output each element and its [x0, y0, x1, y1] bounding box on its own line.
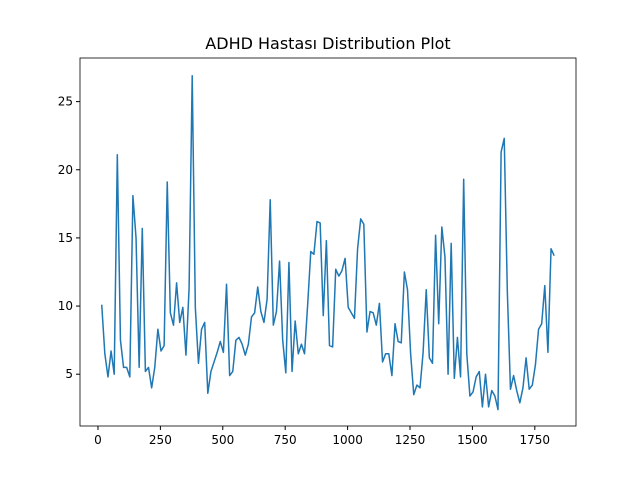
x-tick-label: 750 [274, 433, 297, 447]
y-tick-label: 5 [65, 367, 73, 381]
x-tick-label: 500 [211, 433, 234, 447]
data-line [100, 74, 555, 411]
x-tick-label: 1500 [457, 433, 488, 447]
y-tick-label: 10 [58, 299, 73, 313]
plot-frame [79, 57, 577, 427]
chart-title: ADHD Hastası Distribution Plot [205, 34, 450, 53]
y-tick-label: 25 [58, 95, 73, 109]
x-tick-label: 1750 [520, 433, 551, 447]
y-tick-label: 20 [58, 163, 73, 177]
x-tick-label: 1000 [332, 433, 363, 447]
x-tick-label: 0 [94, 433, 102, 447]
x-tick-label: 250 [149, 433, 172, 447]
y-tick-label: 15 [58, 231, 73, 245]
x-tick-label: 1250 [395, 433, 426, 447]
